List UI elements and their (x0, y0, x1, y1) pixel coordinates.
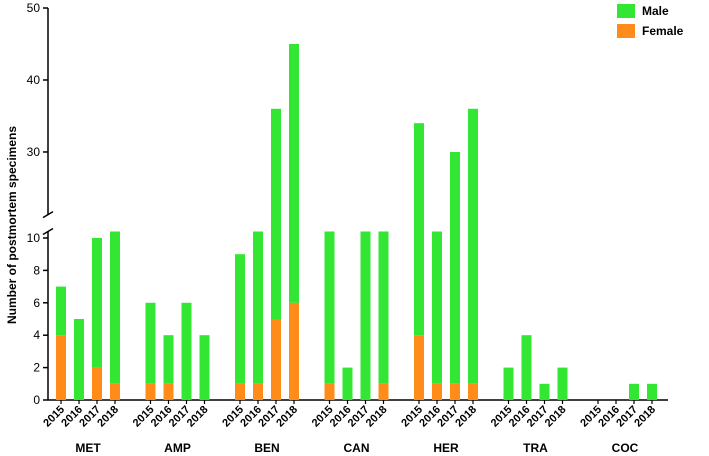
group-label: BEN (254, 441, 279, 455)
bar (450, 383, 460, 400)
bar (271, 108, 281, 319)
y-tick-label: 2 (33, 361, 40, 375)
bar (199, 335, 210, 400)
bar (324, 231, 335, 384)
y-tick-label: 50 (27, 1, 41, 15)
x-tick-label: 2018 (543, 404, 569, 430)
axis-break (42, 210, 54, 236)
bar (56, 335, 66, 400)
bar (235, 254, 245, 384)
bar (503, 367, 514, 400)
y-tick-label: 40 (27, 73, 41, 87)
bar (110, 383, 120, 400)
legend-swatch (617, 4, 635, 18)
bar (92, 367, 102, 400)
bar (360, 231, 371, 400)
x-tick-label: 2018 (95, 404, 121, 430)
bar (647, 383, 657, 400)
bar (378, 383, 389, 400)
bar (432, 383, 442, 400)
bar (145, 383, 156, 400)
bar (414, 335, 424, 400)
x-tick-label: 2018 (632, 404, 658, 430)
bar (92, 237, 102, 368)
group-label: MET (75, 441, 101, 455)
x-tick-label: 2018 (364, 404, 390, 430)
bar (378, 231, 389, 384)
group-label: HER (433, 441, 459, 455)
bar (414, 123, 424, 336)
bar (145, 302, 156, 384)
legend-label: Male (642, 4, 669, 18)
x-tick-label: 2018 (274, 404, 300, 430)
group-label: CAN (344, 441, 370, 455)
bar (289, 43, 299, 303)
y-tick-label: 30 (27, 145, 41, 159)
y-tick-label: 10 (27, 231, 41, 245)
bar (253, 383, 263, 400)
bar (521, 335, 532, 400)
bar (163, 383, 174, 400)
y-tick-label: 4 (33, 328, 40, 342)
bar (629, 383, 639, 400)
bar (271, 318, 281, 400)
group-label: TRA (523, 441, 548, 455)
y-tick-label: 6 (33, 296, 40, 310)
bar (557, 367, 568, 400)
bar (539, 383, 550, 400)
bar (468, 108, 478, 384)
bar (56, 286, 66, 336)
x-tick-label: 2018 (185, 404, 211, 430)
legend-label: Female (642, 24, 684, 38)
legend-swatch (617, 24, 635, 38)
y-tick-label: 8 (33, 263, 40, 277)
y-axis-label: Number of postmortem specimens (5, 126, 19, 324)
bar (289, 302, 299, 400)
bar (163, 335, 174, 384)
bar (450, 151, 460, 384)
bar (74, 318, 84, 400)
bar (235, 383, 245, 400)
y-tick-label: 0 (33, 393, 40, 407)
x-tick-label: 2018 (453, 404, 479, 430)
bar (432, 231, 442, 384)
group-label: COC (612, 441, 639, 455)
bar (324, 383, 335, 400)
bar (253, 231, 263, 384)
bar (468, 383, 478, 400)
group-label: AMP (164, 441, 191, 455)
bar (110, 231, 120, 384)
bar (181, 302, 192, 400)
bar (342, 367, 353, 400)
